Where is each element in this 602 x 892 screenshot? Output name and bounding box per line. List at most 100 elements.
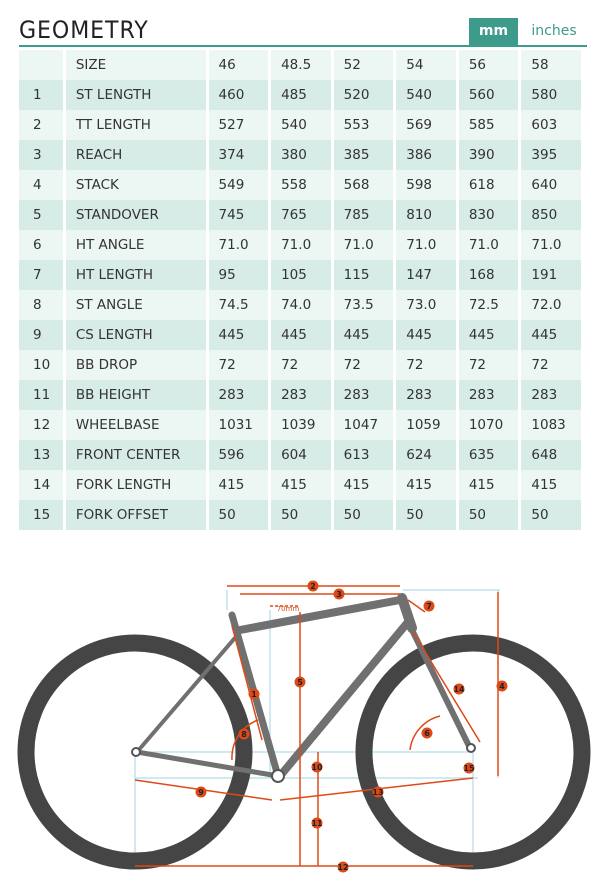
row-measurement-name: FRONT CENTER xyxy=(65,440,206,470)
svg-text:9: 9 xyxy=(198,788,204,797)
row-value-cell: 445 xyxy=(271,320,331,350)
row-value-cell: 560 xyxy=(458,80,519,110)
svg-text:3: 3 xyxy=(336,590,342,599)
row-value-cell: 648 xyxy=(521,440,581,470)
row-measurement-name: HT ANGLE xyxy=(65,230,206,260)
row-value-cell: 71.0 xyxy=(333,230,394,260)
row-value-cell: 1047 xyxy=(333,410,394,440)
svg-text:15: 15 xyxy=(463,764,475,773)
row-value-cell: 445 xyxy=(458,320,519,350)
row-value-cell: 71.0 xyxy=(396,230,456,260)
row-value-cell: 390 xyxy=(458,140,519,170)
row-number: 14 xyxy=(19,470,63,500)
size-column-header: 52 xyxy=(333,50,394,80)
row-value-cell: 50 xyxy=(271,500,331,530)
geometry-table: SIZE 46 48.5 52 54 56 58 1 ST LENGTH 460 485 520 540… xyxy=(16,50,584,530)
page-title: GEOMETRY xyxy=(19,16,149,44)
row-value-cell: 1059 xyxy=(396,410,456,440)
marker-11: 11 xyxy=(311,817,323,829)
row-value-cell: 385 xyxy=(333,140,394,170)
row-value-cell: 50 xyxy=(208,500,269,530)
top-tube xyxy=(236,596,404,634)
row-number: 6 xyxy=(19,230,63,260)
row-measurement-name: WHEELBASE xyxy=(65,410,206,440)
row-measurement-name: BB HEIGHT xyxy=(65,380,206,410)
row-number: 9 xyxy=(19,320,63,350)
svg-text:14: 14 xyxy=(453,685,465,694)
row-number: 5 xyxy=(19,200,63,230)
row-measurement-name: TT LENGTH xyxy=(65,110,206,140)
bottom-bracket xyxy=(271,769,285,783)
row-number: 11 xyxy=(19,380,63,410)
row-number: 1 xyxy=(19,80,63,110)
marker-2: 2 xyxy=(307,580,319,592)
marker-4: 4 xyxy=(496,680,508,692)
table-row: 8 ST ANGLE 74.5 74.0 73.5 73.0 72.5 72.0 xyxy=(19,290,581,320)
unit-inches-button[interactable]: inches xyxy=(531,23,577,39)
row-value-cell: 810 xyxy=(396,200,456,230)
row-value-cell: 71.0 xyxy=(521,230,581,260)
row-value-cell: 115 xyxy=(333,260,394,290)
table-row: 6 HT ANGLE 71.0 71.0 71.0 71.0 71.0 71.0 xyxy=(19,230,581,260)
table-header-row: SIZE 46 48.5 52 54 56 58 xyxy=(19,50,581,80)
row-measurement-name: FORK LENGTH xyxy=(65,470,206,500)
row-value-cell: 765 xyxy=(271,200,331,230)
row-value-cell: 73.5 xyxy=(333,290,394,320)
frame xyxy=(134,593,473,780)
row-value-cell: 527 xyxy=(208,110,269,140)
row-value-cell: 598 xyxy=(396,170,456,200)
table-row: 3 REACH 374 380 385 386 390 395 xyxy=(19,140,581,170)
svg-text:4: 4 xyxy=(499,682,505,691)
row-value-cell: 785 xyxy=(333,200,394,230)
row-value-cell: 745 xyxy=(208,200,269,230)
svg-text:5: 5 xyxy=(297,678,303,687)
row-value-cell: 540 xyxy=(396,80,456,110)
row-value-cell: 72.5 xyxy=(458,290,519,320)
svg-text:8: 8 xyxy=(241,730,247,739)
row-number: 13 xyxy=(19,440,63,470)
marker-3: 3 xyxy=(333,588,345,600)
size-column-header: 54 xyxy=(396,50,456,80)
row-value-cell: 283 xyxy=(271,380,331,410)
table-row: 9 CS LENGTH 445 445 445 445 445 445 xyxy=(19,320,581,350)
marker-5: 5 xyxy=(294,676,306,688)
rear-axle xyxy=(131,747,141,757)
unit-mm-button[interactable]: mm xyxy=(469,18,518,45)
row-value-cell: 95 xyxy=(208,260,269,290)
row-value-cell: 72 xyxy=(208,350,269,380)
row-measurement-name: ST LENGTH xyxy=(65,80,206,110)
marker-10: 10 xyxy=(311,761,323,773)
row-value-cell: 568 xyxy=(333,170,394,200)
row-value-cell: 624 xyxy=(396,440,456,470)
table-row: 1 ST LENGTH 460 485 520 540 560 580 xyxy=(19,80,581,110)
row-value-cell: 71.0 xyxy=(208,230,269,260)
svg-text:11: 11 xyxy=(311,819,323,828)
row-value-cell: 635 xyxy=(458,440,519,470)
row-measurement-name: ST ANGLE xyxy=(65,290,206,320)
row-value-cell: 613 xyxy=(333,440,394,470)
front-wheel xyxy=(355,634,591,870)
row-value-cell: 850 xyxy=(521,200,581,230)
row-number: 3 xyxy=(19,140,63,170)
row-value-cell: 73.0 xyxy=(396,290,456,320)
seat-stay xyxy=(135,630,242,754)
row-value-cell: 540 xyxy=(271,110,331,140)
row-value-cell: 580 xyxy=(521,80,581,110)
row-value-cell: 71.0 xyxy=(458,230,519,260)
row-value-cell: 415 xyxy=(333,470,394,500)
table-row: 12 WHEELBASE 1031 1039 1047 1059 1070 1083 xyxy=(19,410,581,440)
row-value-cell: 283 xyxy=(208,380,269,410)
size-column-header: 58 xyxy=(521,50,581,80)
size-column-header: 56 xyxy=(458,50,519,80)
row-value-cell: 71.0 xyxy=(271,230,331,260)
row-measurement-name: HT LENGTH xyxy=(65,260,206,290)
row-value-cell: 415 xyxy=(396,470,456,500)
row-value-cell: 415 xyxy=(271,470,331,500)
row-value-cell: 415 xyxy=(208,470,269,500)
row-value-cell: 283 xyxy=(396,380,456,410)
row-value-cell: 445 xyxy=(208,320,269,350)
svg-text:10: 10 xyxy=(311,763,323,772)
row-value-cell: 1070 xyxy=(458,410,519,440)
wheels xyxy=(17,634,591,870)
